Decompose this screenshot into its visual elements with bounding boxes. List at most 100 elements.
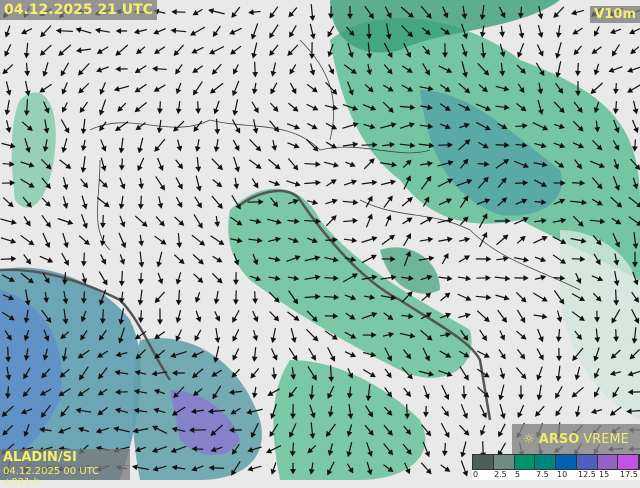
wind-arrow-icon <box>208 464 225 471</box>
legend-tick: 2.5 <box>494 470 507 479</box>
wind-arrow-icon <box>232 290 239 305</box>
wind-arrow-icon <box>23 309 30 324</box>
wind-arrow-icon <box>383 84 394 92</box>
wind-arrow-icon <box>342 273 358 283</box>
legend-tick: 12.5 <box>578 470 596 479</box>
wind-arrow-icon <box>423 385 430 400</box>
wind-arrow-icon <box>137 310 144 324</box>
wind-arrow-icon <box>5 346 12 363</box>
wind-arrow-icon <box>381 234 396 245</box>
wind-arrow-icon <box>630 46 640 55</box>
wind-arrow-icon <box>629 28 640 35</box>
wind-arrow-icon <box>459 216 469 226</box>
wind-arrow-icon <box>495 85 510 92</box>
wind-arrow-icon <box>131 464 149 471</box>
wind-arrow-icon <box>43 119 50 134</box>
wind-arrow-icon <box>610 349 621 359</box>
wind-arrow-icon <box>287 218 300 225</box>
wind-arrow-icon <box>39 388 52 396</box>
wind-arrow-icon <box>213 138 220 153</box>
wind-arrow-icon <box>366 63 373 76</box>
wind-arrow-icon <box>459 350 470 358</box>
wind-arrow-icon <box>39 255 54 263</box>
run-time-label: 04.12.2025 00 UTC +021 h <box>0 465 130 488</box>
wind-arrow-icon <box>195 310 202 323</box>
wind-arrow-icon <box>228 427 242 433</box>
wind-arrow-icon <box>306 138 319 152</box>
wind-arrow-icon <box>250 367 260 379</box>
wind-arrow-icon <box>252 119 259 134</box>
wind-arrow-icon <box>458 82 471 94</box>
wind-arrow-icon <box>440 84 451 93</box>
wind-arrow-icon <box>193 214 203 229</box>
wind-arrow-icon <box>191 350 204 358</box>
wind-arrow-icon <box>58 44 72 56</box>
wind-arrow-icon <box>194 329 202 342</box>
wind-arrow-icon <box>345 312 356 320</box>
wind-arrow-icon <box>232 309 240 323</box>
wind-arrow-icon <box>192 8 203 16</box>
wind-arrow-icon <box>479 5 486 21</box>
wind-arrow-icon <box>247 465 262 472</box>
wind-arrow-icon <box>458 236 471 243</box>
wind-arrow-icon <box>594 120 601 133</box>
wind-arrow-icon <box>59 159 72 169</box>
wind-arrow-icon <box>157 272 164 285</box>
wind-arrow-icon <box>23 329 30 342</box>
wind-arrow-icon <box>153 388 166 395</box>
wind-arrow-icon <box>384 406 393 416</box>
wind-arrow-icon <box>209 45 225 55</box>
wind-arrow-icon <box>270 62 277 77</box>
wind-arrow-icon <box>327 43 334 58</box>
wind-arrow-icon <box>613 271 620 287</box>
wind-arrow-icon <box>552 217 567 224</box>
wind-arrow-icon <box>478 141 489 149</box>
wind-arrow-icon <box>418 142 435 149</box>
wind-arrow-icon <box>287 275 300 282</box>
wind-arrow-icon <box>289 82 297 95</box>
wind-arrow-icon <box>268 275 281 282</box>
wind-arrow-icon <box>61 347 68 362</box>
wind-arrow-icon <box>497 123 508 130</box>
wind-arrow-icon <box>95 427 110 434</box>
wind-arrow-icon <box>343 217 359 224</box>
wind-arrow-icon <box>157 308 163 325</box>
wind-arrow-icon <box>151 446 168 453</box>
wind-arrow-icon <box>571 386 584 398</box>
wind-arrow-icon <box>62 176 69 191</box>
wind-arrow-icon <box>439 103 451 112</box>
wind-arrow-icon <box>173 254 185 265</box>
wind-arrow-icon <box>251 178 259 189</box>
wind-arrow-icon <box>402 159 412 169</box>
wind-arrow-icon <box>574 366 581 381</box>
wind-arrow-icon <box>286 255 301 262</box>
wind-arrow-icon <box>270 327 277 344</box>
wind-arrow-icon <box>346 463 354 474</box>
wind-arrow-icon <box>4 330 12 341</box>
wind-arrow-icon <box>383 312 394 321</box>
wind-arrow-icon <box>632 177 639 190</box>
wind-arrow-icon <box>324 313 339 319</box>
wind-arrow-icon <box>153 28 166 35</box>
wind-arrow-icon <box>79 366 89 381</box>
wind-arrow-icon <box>420 175 432 190</box>
wind-arrow-icon <box>2 294 15 301</box>
wind-arrow-icon <box>231 195 241 210</box>
wind-arrow-icon <box>555 42 562 59</box>
wind-arrow-icon <box>342 103 359 111</box>
wind-arrow-icon <box>611 217 622 225</box>
wind-arrow-icon <box>77 62 90 76</box>
wind-arrow-icon <box>612 386 620 398</box>
wind-arrow-icon <box>384 368 392 379</box>
wind-arrow-icon <box>384 347 392 362</box>
wind-arrow-icon <box>362 351 377 358</box>
wind-arrow-icon <box>422 45 431 56</box>
wind-arrow-icon <box>192 253 204 265</box>
wind-arrow-icon <box>99 309 106 324</box>
wind-arrow-icon <box>288 423 297 438</box>
wind-arrow-icon <box>96 46 109 54</box>
legend-swatch <box>597 455 619 469</box>
wind-arrow-icon <box>134 83 147 93</box>
wind-arrow-icon <box>533 179 548 187</box>
legend-swatch <box>556 455 577 469</box>
